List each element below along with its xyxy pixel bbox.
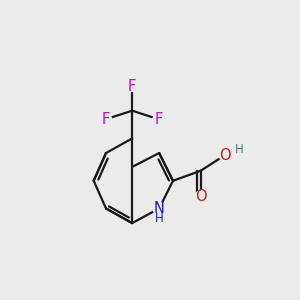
Text: H: H [235,143,244,157]
Text: O: O [195,189,206,204]
Circle shape [219,150,230,161]
Circle shape [153,114,164,124]
Circle shape [233,146,241,154]
Text: F: F [128,79,136,94]
Circle shape [127,81,138,92]
Circle shape [153,202,165,214]
Text: F: F [102,112,110,127]
Text: O: O [219,148,230,163]
Text: F: F [154,112,163,127]
Text: H: H [155,212,164,225]
Circle shape [195,191,206,202]
Text: N: N [154,201,165,216]
Circle shape [100,114,111,124]
